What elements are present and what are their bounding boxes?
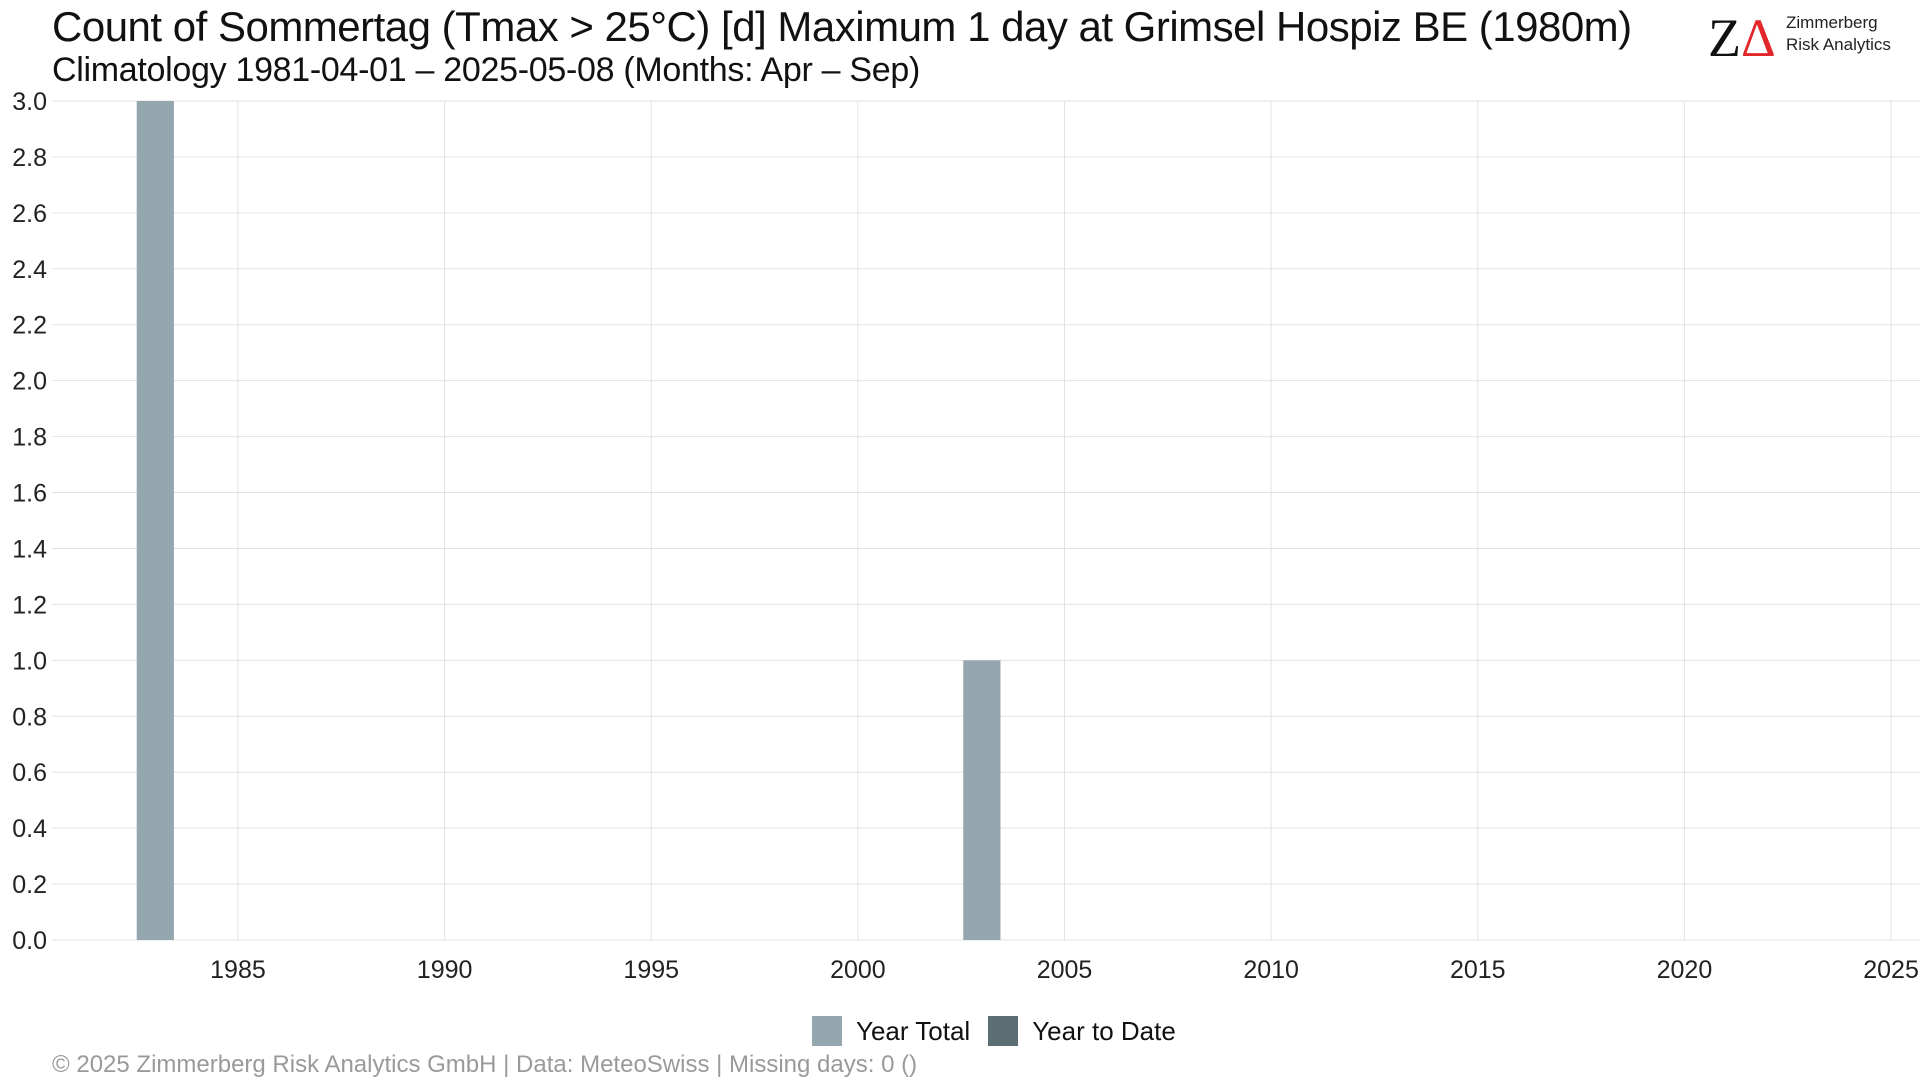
bar-year-total [963,660,1001,940]
x-tick-label: 1990 [417,956,473,984]
y-tick-label: 0.8 [12,703,47,731]
y-tick-label: 0.6 [12,759,47,787]
y-tick-label: 2.6 [12,200,47,228]
x-tick-label: 2015 [1450,956,1506,984]
legend: Year Total Year to Date [812,1014,1194,1048]
logo-line-2: Risk Analytics [1786,35,1891,54]
logo-mark-icon: ZΔ [1708,8,1776,68]
footer-credits: © 2025 Zimmerberg Risk Analytics GmbH | … [52,1051,918,1078]
x-tick-label: 2000 [830,956,886,984]
y-tick-label: 1.2 [12,591,47,619]
y-tick-label: 2.4 [12,256,47,284]
y-tick-label: 0.0 [12,927,47,955]
x-tick-label: 2025 [1863,956,1919,984]
chart-subtitle: Climatology 1981-04-01 – 2025-05-08 (Mon… [52,51,921,89]
bars [136,101,1001,940]
x-tick-label: 2005 [1037,956,1093,984]
y-tick-label: 1.0 [12,647,47,675]
y-tick-label: 1.6 [12,480,47,508]
x-tick-label: 1995 [623,956,679,984]
legend-item-year-to-date: Year to Date [988,1016,1176,1047]
y-tick-label: 2.8 [12,144,47,172]
legend-label-year-to-date: Year to Date [1032,1015,1176,1046]
legend-swatch-year-total [812,1016,842,1046]
legend-label-year-total: Year Total [856,1015,971,1046]
chart-title: Count of Sommertag (Tmax > 25°C) [d] Max… [52,3,1632,50]
logo-line-1: Zimmerberg [1786,13,1878,32]
x-tick-label: 2010 [1243,956,1299,984]
y-tick-label: 3.0 [12,88,47,116]
bar-year-total [136,101,174,940]
y-tick-label: 2.2 [12,312,47,340]
y-tick-label: 1.4 [12,535,47,563]
legend-item-year-total: Year Total [812,1016,970,1047]
y-axis-ticks: 0.0 0.2 0.4 0.6 0.8 1.0 1.2 1.4 1.6 1.8 2.0 2.2 2.4 2… [12,88,47,955]
logo-text: Zimmerberg Risk Analytics [1786,12,1891,56]
x-tick-label: 1985 [210,956,266,984]
x-axis-ticks: 1985 1990 1995 2000 2005 2010 2015 2020 2025 [210,956,1919,984]
y-tick-label: 0.4 [12,815,47,843]
company-logo: ZΔ Zimmerberg Risk Analytics [1708,8,1908,68]
grid [52,100,1920,941]
x-tick-label: 2020 [1657,956,1713,984]
legend-swatch-year-to-date [988,1016,1019,1046]
y-tick-label: 2.0 [12,368,47,396]
y-tick-label: 1.8 [12,424,47,452]
bar-chart: 0.0 0.2 0.4 0.6 0.8 1.0 1.2 1.4 1.6 1.8 2.0 2.2 2.4 2… [12,88,1920,984]
y-tick-label: 0.2 [12,871,47,899]
